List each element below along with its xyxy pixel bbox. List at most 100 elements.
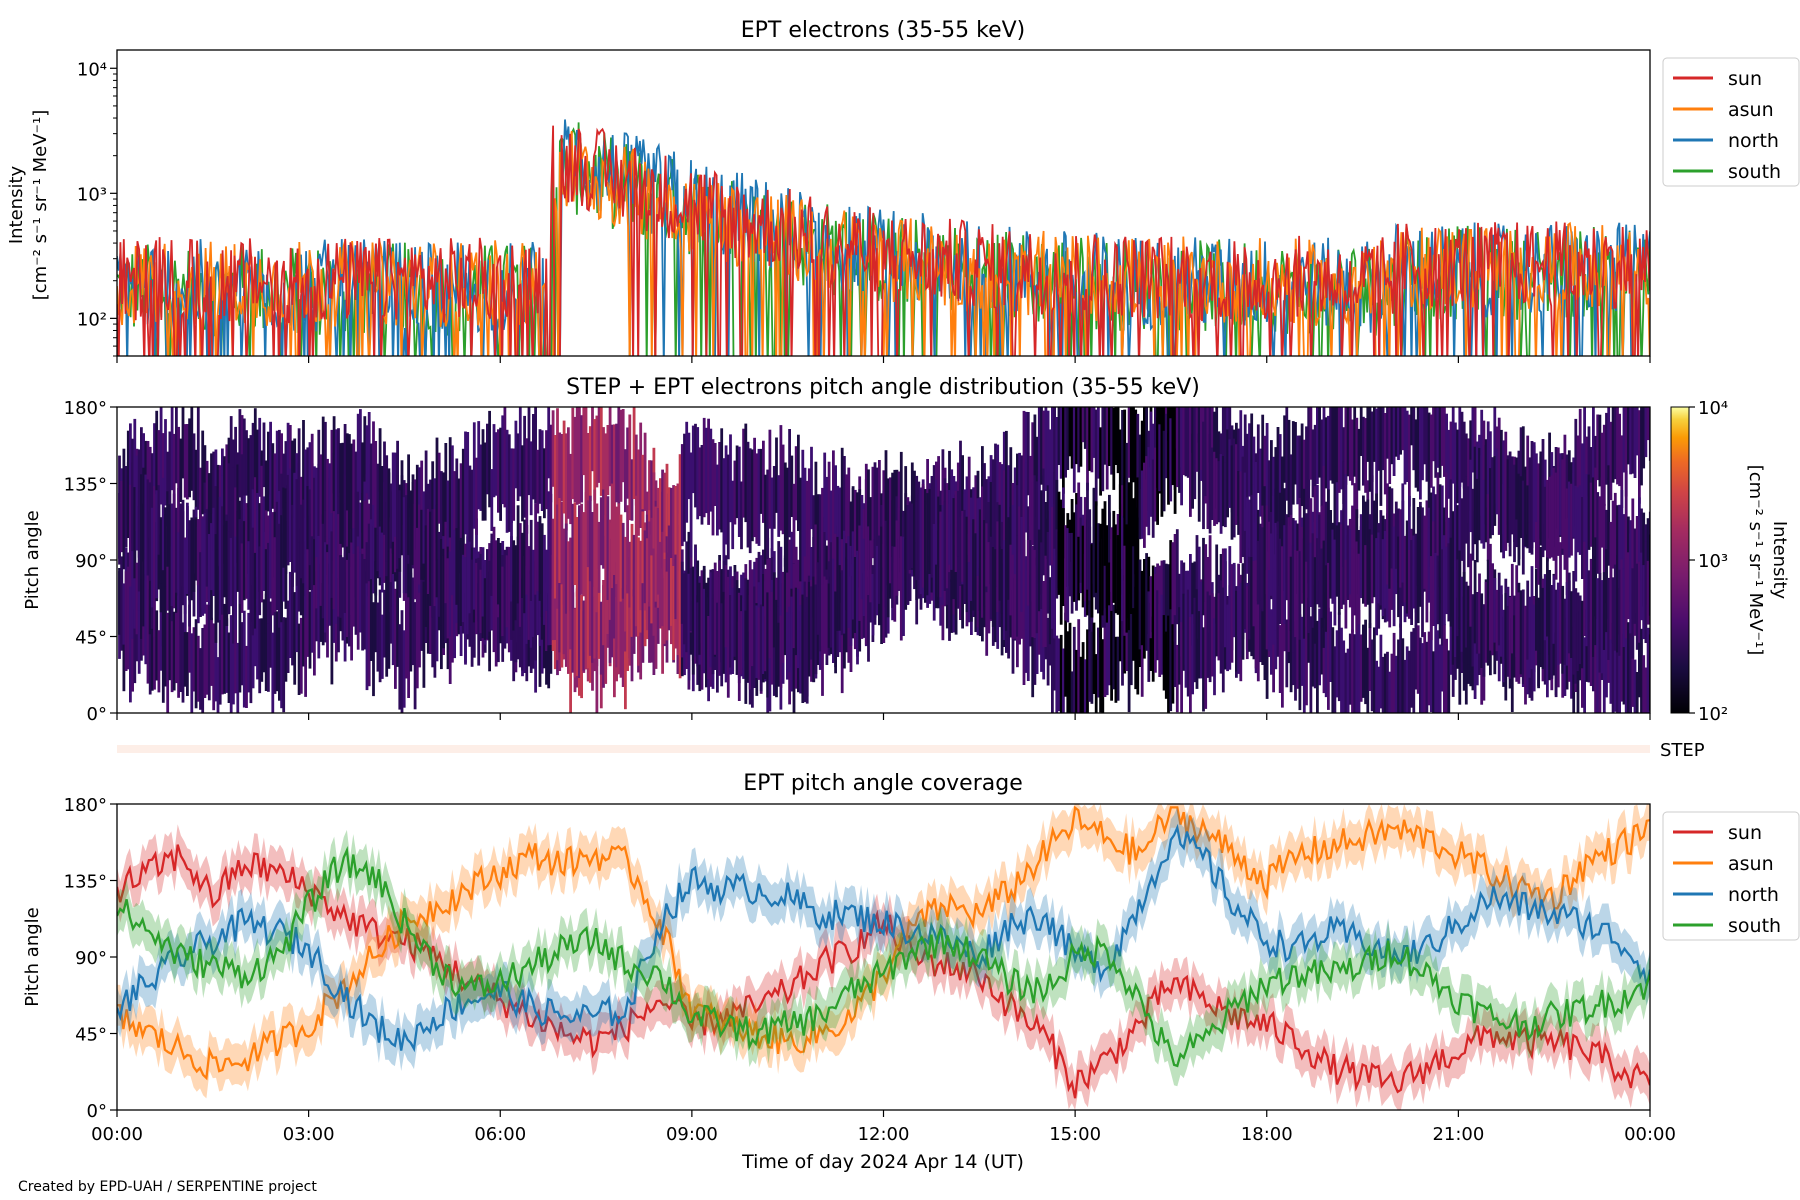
heatmap-cell	[994, 443, 997, 546]
heatmap-cell	[179, 594, 183, 692]
heatmap-cell	[343, 531, 347, 613]
heatmap-cell	[1344, 559, 1348, 629]
heatmap-cell	[1541, 475, 1545, 558]
heatmap-cell	[1261, 597, 1265, 665]
heatmap-cell	[1434, 407, 1438, 478]
heatmap-cell	[1066, 407, 1070, 470]
panel2-y-axis: 180°135°90°45°0°	[64, 398, 117, 725]
heatmap-cell	[1484, 445, 1488, 525]
heatmap-cell	[935, 479, 938, 565]
heatmap-cell	[1156, 417, 1159, 525]
heatmap-cell	[1110, 597, 1113, 701]
heatmap-cell	[472, 422, 476, 529]
heatmap-cell	[832, 450, 835, 559]
heatmap-cell	[1355, 611, 1359, 713]
heatmap-cell	[420, 509, 424, 580]
heatmap-cell	[1414, 419, 1418, 488]
heatmap-cell	[1635, 563, 1639, 650]
heatmap-cell	[867, 469, 870, 571]
heatmap-cell	[713, 443, 717, 506]
heatmap-cell	[1046, 410, 1050, 519]
heatmap-cell	[387, 591, 391, 669]
heatmap-cell	[1620, 608, 1624, 702]
heatmap-cell	[1425, 407, 1429, 482]
heatmap-cell	[1307, 544, 1311, 633]
heatmap-cell	[1026, 506, 1030, 571]
heatmap-cell	[1154, 407, 1157, 467]
heatmap-cell	[586, 500, 590, 568]
heatmap-cell	[707, 418, 710, 525]
heatmap-cell	[1296, 550, 1300, 645]
heatmap-cell	[492, 526, 496, 614]
y-tick-label: 90°	[75, 551, 107, 572]
heatmap-cell	[1145, 407, 1148, 480]
heatmap-cell	[1316, 485, 1319, 574]
heatmap-cell	[448, 437, 452, 538]
heatmap-cell	[1320, 603, 1324, 675]
heatmap-cell	[560, 434, 564, 502]
heatmap-cell	[521, 445, 524, 522]
heatmap-cell	[516, 505, 520, 604]
heatmap-cell	[1598, 414, 1602, 487]
heatmap-cell	[150, 604, 154, 691]
y-tick-label: 45°	[75, 628, 107, 649]
heatmap-cell	[172, 433, 176, 539]
heatmap-cell	[155, 490, 159, 599]
heatmap-cell	[1506, 459, 1510, 543]
heatmap-cell	[527, 546, 531, 621]
heatmap-cell	[1265, 505, 1269, 595]
heatmap-cell	[755, 453, 759, 544]
heatmap-cell	[225, 444, 229, 524]
heatmap-cell	[363, 416, 367, 482]
heatmap-cell	[1362, 499, 1365, 604]
heatmap-cell	[120, 481, 124, 553]
heatmap-cell	[514, 420, 518, 489]
heatmap-cell	[1432, 521, 1435, 626]
heatmap-cell	[1535, 568, 1538, 651]
heatmap-cell	[293, 472, 297, 566]
heatmap-cell	[1399, 509, 1402, 588]
heatmap-cell	[391, 574, 395, 666]
heatmap-cell	[648, 587, 651, 663]
heatmap-cell	[1197, 407, 1201, 443]
heatmap-cell	[1598, 572, 1602, 673]
heatmap-cell	[1616, 649, 1619, 713]
heatmap-cell	[1105, 407, 1109, 490]
heatmap-cell	[729, 434, 732, 523]
heatmap-cell	[1239, 582, 1243, 658]
heatmap-cell	[1532, 445, 1536, 543]
heatmap-cell	[1638, 497, 1641, 586]
heatmap-cell	[1002, 540, 1006, 640]
heatmap-cell	[1383, 413, 1387, 495]
heatmap-cell	[1213, 451, 1216, 526]
heatmap-cell	[260, 618, 264, 682]
heatmap-cell	[882, 470, 886, 568]
heatmap-cell	[790, 455, 794, 517]
heatmap-cell	[212, 513, 216, 596]
heatmap-cell	[858, 525, 862, 621]
heatmap-cell	[431, 461, 435, 548]
heatmap-cell	[192, 519, 196, 592]
heatmap-cell	[1241, 580, 1245, 660]
heatmap-cell	[267, 542, 270, 624]
heatmap-cell	[1552, 575, 1556, 644]
heatmap-cell	[779, 425, 783, 531]
heatmap-cell	[1263, 559, 1267, 657]
heatmap-cell	[584, 407, 588, 513]
heatmap-cell	[409, 490, 413, 588]
heatmap-cell	[221, 506, 224, 615]
heatmap-cell	[1033, 414, 1037, 504]
heatmap-cell	[757, 607, 761, 680]
heatmap-cell	[1642, 565, 1646, 640]
heatmap-cell	[582, 512, 586, 597]
heatmap-cell	[634, 495, 638, 596]
heatmap-cell	[205, 604, 209, 695]
band-sun	[117, 824, 1650, 1110]
heatmap-cell	[575, 407, 579, 505]
heatmap-cell	[1638, 614, 1641, 698]
heatmap-cell	[1151, 459, 1155, 538]
heatmap-cell	[1631, 568, 1635, 659]
heatmap-cell	[941, 505, 945, 606]
heatmap-cell	[853, 557, 857, 633]
heatmap-cell	[1289, 454, 1293, 526]
